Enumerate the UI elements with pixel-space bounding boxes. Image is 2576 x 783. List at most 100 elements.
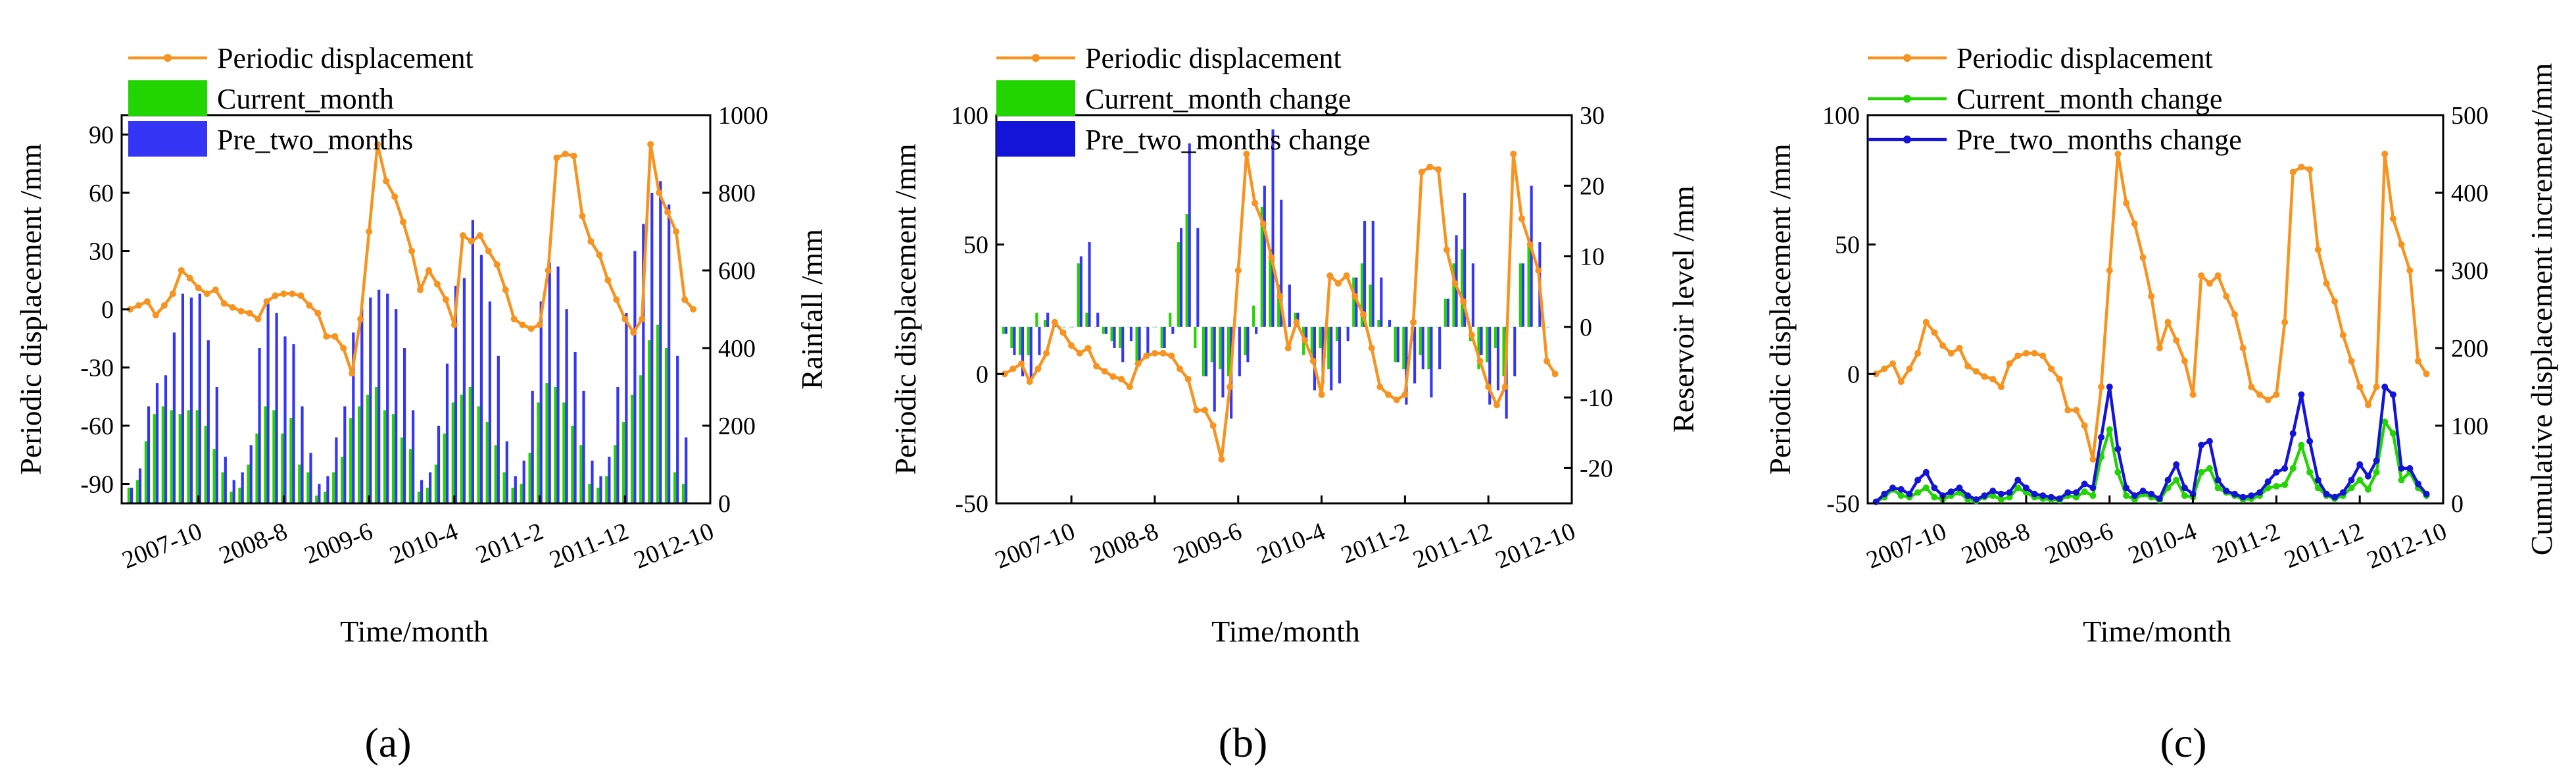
- point-2-61: [2381, 384, 2389, 390]
- point-0-20: [297, 292, 304, 299]
- point-0-10: [212, 286, 219, 293]
- point-2-46: [2256, 489, 2263, 496]
- point-0-1: [1009, 365, 1017, 372]
- bar-current-12: [1102, 326, 1105, 334]
- bar-pre-40: [471, 220, 474, 503]
- point-0-41: [2214, 272, 2222, 279]
- xtick-label: 2010-4: [2124, 517, 2200, 569]
- point-0-28: [1234, 267, 1242, 274]
- point-0-33: [2148, 293, 2155, 300]
- bar-current-22: [1185, 214, 1188, 327]
- point-0-61: [647, 141, 654, 148]
- point-0-12: [1972, 368, 1980, 375]
- bar-pre-14: [249, 445, 253, 503]
- bar-current-57: [614, 445, 617, 503]
- bar-current-16: [1135, 326, 1138, 363]
- panel-b-chart: -50 0 50 100 -20 -10 0 10 20 30 2007-10 2008-8 2009-…: [888, 42, 1700, 766]
- bar-current-41: [477, 406, 480, 503]
- bar-current-19: [1160, 326, 1163, 348]
- bar-current-48: [1402, 326, 1405, 370]
- bar-pre-10: [215, 387, 218, 503]
- point-0-0: [1001, 370, 1008, 378]
- point-1-53: [2314, 484, 2321, 492]
- point-0-53: [1443, 246, 1450, 253]
- point-0-66: [2423, 370, 2430, 378]
- point-2-60: [2373, 457, 2380, 465]
- bar-pre-32: [1271, 129, 1275, 327]
- legend-swatch: [996, 80, 1075, 116]
- point-0-15: [1997, 384, 2005, 390]
- point-0-48: [536, 321, 543, 328]
- bar-pre-21: [309, 453, 312, 503]
- bar-pre-50: [556, 266, 560, 503]
- point-0-4: [1034, 365, 1042, 372]
- bar-pre-33: [1280, 199, 1283, 327]
- ytick-label: -60: [80, 413, 114, 440]
- point-0-7: [1059, 329, 1067, 336]
- bar-current-51: [1427, 326, 1430, 370]
- bar-pre-34: [420, 480, 424, 503]
- xtick-label: 2009-6: [2041, 517, 2118, 569]
- bar-current-8: [1069, 326, 1072, 328]
- bar-current-5: [1044, 320, 1047, 327]
- bar-current-52: [1436, 326, 1439, 328]
- bar-pre-17: [275, 313, 278, 503]
- point-0-63: [1526, 241, 1534, 248]
- point-0-13: [237, 307, 245, 315]
- point-0-12: [1101, 368, 1108, 375]
- point-0-62: [656, 189, 663, 196]
- bar-current-34: [417, 492, 420, 503]
- point-2-26: [2089, 484, 2097, 492]
- bar-current-24: [1202, 326, 1205, 376]
- bar-current-8: [195, 410, 199, 503]
- point-1-37: [2181, 492, 2188, 499]
- bar-pre-59: [1496, 326, 1499, 391]
- bar-current-29: [1244, 326, 1247, 355]
- y2tick-label: 800: [718, 180, 756, 207]
- point-2-6: [1922, 468, 1930, 476]
- bar-pre-30: [386, 293, 389, 503]
- bar-current-31: [1260, 207, 1263, 327]
- point-2-59: [2364, 472, 2371, 480]
- point-0-11: [1093, 363, 1100, 370]
- point-2-7: [1931, 484, 1938, 492]
- point-2-44: [2239, 493, 2247, 501]
- bar-current-20: [1169, 313, 1172, 327]
- point-2-58: [2356, 461, 2364, 468]
- bar-current-9: [204, 426, 207, 503]
- bar-pre-18: [283, 336, 287, 503]
- point-0-35: [425, 267, 432, 274]
- point-0-18: [1151, 349, 1158, 357]
- point-2-23: [2064, 489, 2072, 496]
- point-0-14: [1989, 376, 1997, 383]
- point-0-43: [2231, 311, 2238, 318]
- point-0-8: [1068, 342, 1075, 349]
- point-1-15: [1997, 496, 2005, 503]
- bar-current-59: [1494, 326, 1497, 348]
- bar-current-14: [1119, 326, 1122, 348]
- point-0-17: [272, 292, 279, 299]
- bar-pre-63: [1530, 186, 1533, 327]
- point-0-26: [349, 370, 356, 377]
- point-0-26: [2089, 456, 2097, 463]
- bar-pre-30: [1255, 326, 1258, 334]
- ytick-label: 0: [1847, 361, 1860, 388]
- point-0-14: [1118, 376, 1125, 383]
- point-2-17: [2014, 476, 2022, 484]
- ytick-label: 0: [976, 361, 988, 388]
- line-pre-two-months-change: [1875, 385, 2428, 503]
- bar-pre-23: [1196, 228, 1200, 327]
- ytick-label: 100: [1822, 102, 1860, 130]
- point-0-44: [502, 286, 509, 293]
- bar-current-47: [528, 453, 531, 503]
- y2tick-label: 600: [718, 257, 756, 285]
- point-0-32: [400, 218, 406, 226]
- point-2-4: [1906, 490, 1913, 497]
- bar-current-21: [1177, 242, 1180, 327]
- point-1-14: [1989, 492, 1997, 499]
- bar-pre-22: [1188, 143, 1191, 327]
- point-0-34: [417, 286, 424, 293]
- point-0-59: [630, 329, 637, 336]
- bar-pre-4: [1038, 326, 1041, 355]
- ytick-label: 60: [89, 180, 114, 207]
